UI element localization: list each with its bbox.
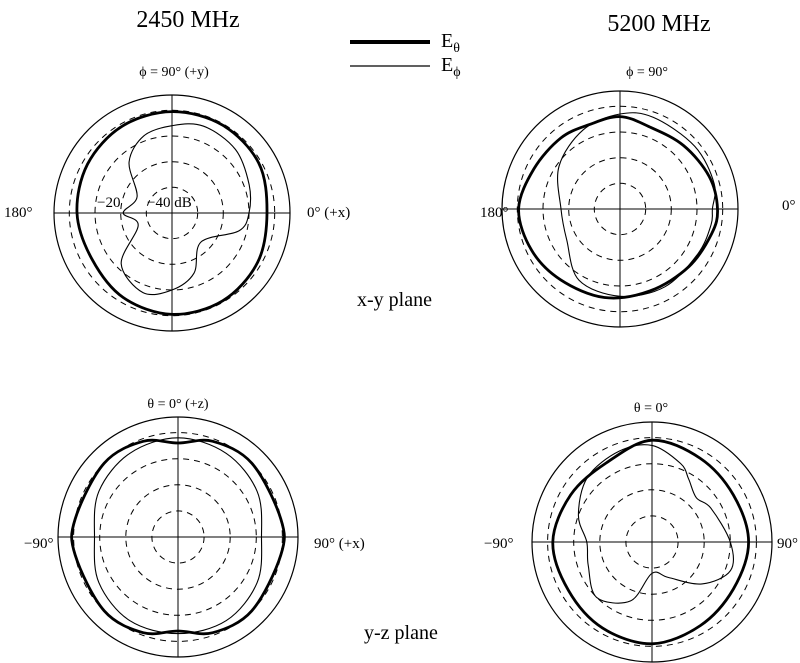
- plane-label: y-z plane: [364, 622, 438, 644]
- ring-label-40: −40 dB: [147, 195, 192, 211]
- right-angle-label: 0°: [782, 198, 796, 214]
- polar-grid-5200-yz: [531, 421, 773, 663]
- ring-label-20: −20: [97, 195, 120, 211]
- legend: Eθ Eϕ: [350, 30, 461, 80]
- right-angle-label: 90°: [777, 536, 798, 552]
- left-angle-label: −90°: [24, 536, 53, 552]
- right-angle-label: 90° (+x): [314, 536, 365, 552]
- right-angle-label: 0° (+x): [307, 205, 350, 221]
- e-theta-trace-5200-yz: [551, 438, 750, 646]
- left-angle-label: 180°: [480, 205, 509, 221]
- e-phi-trace-2450-xy: [120, 123, 252, 296]
- polar-grid-2450-xy: [53, 94, 291, 332]
- legend-thick-label: Eθ: [441, 30, 460, 56]
- e-phi-trace-5200-yz: [577, 444, 734, 604]
- e-theta-trace-2450-xy: [75, 110, 269, 316]
- top-angle-label: θ = 0°: [634, 401, 668, 416]
- freq-2450-heading: 2450 MHz: [136, 7, 239, 33]
- e-phi-trace-5200-xy: [557, 112, 716, 298]
- left-angle-label: 180°: [4, 205, 33, 221]
- top-angle-label: ϕ = 90° (+y): [139, 65, 209, 80]
- polar-panel-5200-xy: ϕ = 90° 180° 0°: [480, 65, 796, 221]
- top-angle-label: θ = 0° (+z): [147, 397, 208, 412]
- left-angle-label: −90°: [484, 536, 513, 552]
- polar-panel-5200-yz: θ = 0° −90° 90°: [484, 401, 798, 552]
- polar-grid-2450-yz: [57, 416, 299, 658]
- e-phi-trace-2450-yz: [93, 437, 263, 635]
- polar-panel-2450-yz: θ = 0° (+z) −90° 90° (+x) y-z plane: [24, 397, 438, 644]
- e-theta-trace-5200-xy: [517, 115, 719, 300]
- legend-thin-label: Eϕ: [441, 54, 461, 80]
- polar-panel-2450-xy: ϕ = 90° (+y) 180° 0° (+x) −20 −40 dB x-y…: [4, 65, 432, 311]
- freq-5200-heading: 5200 MHz: [607, 11, 710, 37]
- polar-grid-5200-xy: [501, 90, 739, 328]
- e-theta-trace-2450-yz: [70, 438, 286, 636]
- plane-label: x-y plane: [357, 289, 432, 311]
- top-angle-label: ϕ = 90°: [626, 65, 668, 80]
